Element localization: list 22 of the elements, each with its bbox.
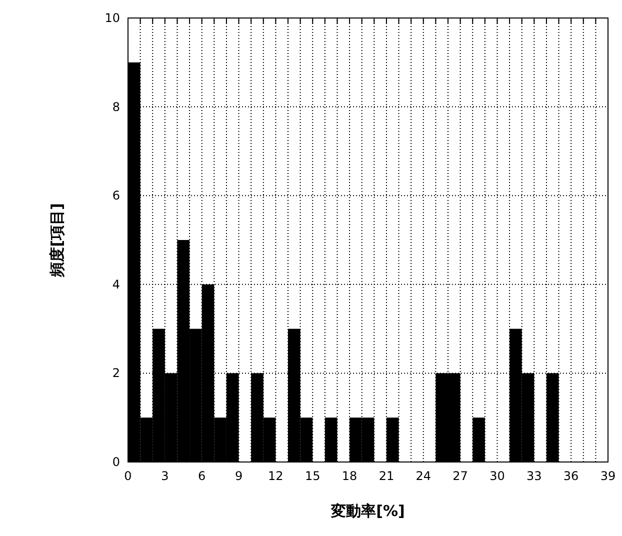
y-tick-label: 4: [112, 277, 120, 292]
x-tick-label: 12: [268, 469, 284, 483]
x-tick-label: 6: [198, 469, 206, 483]
x-tick-label: 24: [416, 469, 432, 483]
x-tick-label: 39: [600, 469, 616, 483]
x-tick-label: 3: [161, 469, 169, 483]
y-tick-label: 0: [112, 455, 120, 469]
y-tick-label: 8: [112, 100, 120, 114]
y-tick-label: 2: [112, 366, 120, 380]
y-tick-label: 6: [112, 188, 120, 203]
x-tick-label: 33: [526, 469, 542, 483]
x-axis-title: 変動率[%]: [330, 502, 405, 520]
x-tick-label: 9: [234, 469, 243, 483]
x-tick-label: 36: [563, 469, 579, 483]
x-tick-label: 30: [490, 469, 505, 483]
x-tick-label: 21: [378, 469, 394, 483]
x-tick-label: 18: [342, 469, 358, 483]
y-axis-title: 頻度[項目]: [48, 203, 66, 278]
x-tick-label: 15: [304, 469, 320, 483]
x-tick-label: 27: [452, 469, 468, 483]
x-tick-label: 0: [124, 469, 132, 483]
y-tick-label: 10: [104, 11, 120, 25]
